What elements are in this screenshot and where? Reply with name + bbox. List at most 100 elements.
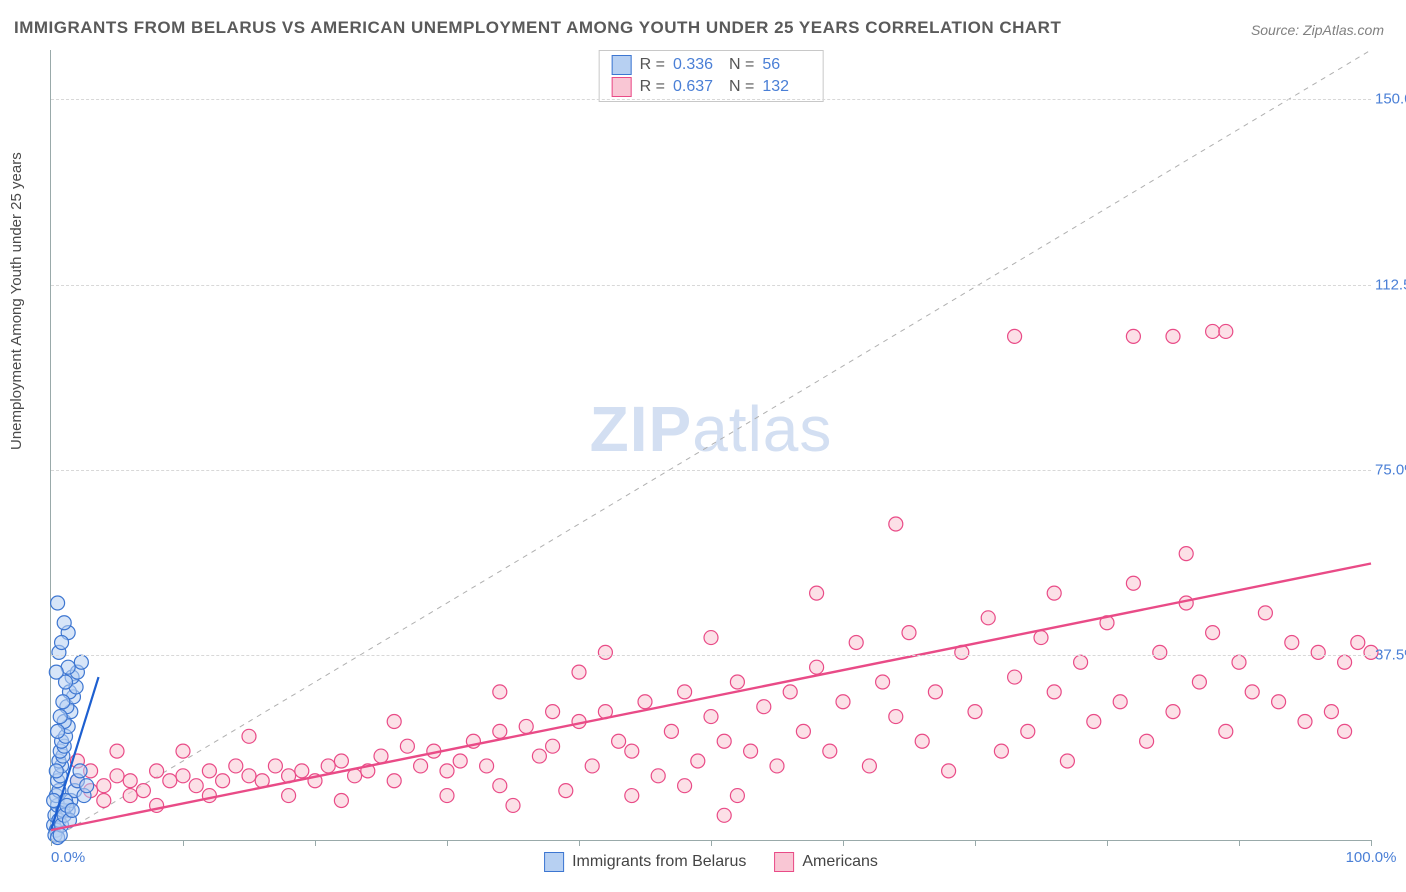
data-point-belarus — [80, 779, 94, 793]
data-point-americans — [704, 631, 718, 645]
x-tick-label: 100.0% — [1346, 849, 1397, 866]
data-point-americans — [110, 744, 124, 758]
data-point-americans — [836, 695, 850, 709]
data-point-americans — [532, 749, 546, 763]
r-value-belarus: 0.336 — [673, 56, 721, 74]
data-point-americans — [638, 695, 652, 709]
data-point-americans — [1245, 685, 1259, 699]
data-point-americans — [1192, 675, 1206, 689]
swatch-belarus — [544, 852, 564, 872]
x-tick-mark — [183, 840, 184, 846]
data-point-americans — [493, 685, 507, 699]
data-point-americans — [1166, 705, 1180, 719]
data-point-americans — [1074, 655, 1088, 669]
gridline-h — [51, 99, 1371, 100]
data-point-americans — [136, 784, 150, 798]
data-point-americans — [862, 759, 876, 773]
data-point-americans — [229, 759, 243, 773]
data-point-americans — [546, 705, 560, 719]
r-label: R = — [640, 56, 665, 74]
data-point-americans — [334, 794, 348, 808]
data-point-americans — [321, 759, 335, 773]
data-point-americans — [744, 744, 758, 758]
data-point-americans — [1338, 655, 1352, 669]
data-point-americans — [823, 744, 837, 758]
data-point-americans — [1232, 655, 1246, 669]
x-tick-mark — [315, 840, 316, 846]
r-value-americans: 0.637 — [673, 78, 721, 96]
data-point-americans — [1060, 754, 1074, 768]
y-axis-label: Unemployment Among Youth under 25 years — [8, 152, 25, 450]
data-point-americans — [387, 774, 401, 788]
data-point-belarus — [56, 695, 70, 709]
data-point-americans — [1021, 724, 1035, 738]
legend-label-americans: Americans — [802, 853, 878, 871]
data-point-americans — [1087, 715, 1101, 729]
data-point-americans — [757, 700, 771, 714]
data-point-americans — [783, 685, 797, 699]
data-point-americans — [902, 626, 916, 640]
data-point-americans — [242, 769, 256, 783]
x-tick-mark — [1107, 840, 1108, 846]
chart-svg — [51, 50, 1371, 840]
n-label: N = — [729, 78, 754, 96]
data-point-americans — [414, 759, 428, 773]
x-tick-label: 0.0% — [51, 849, 85, 866]
data-point-americans — [1206, 324, 1220, 338]
data-point-belarus — [57, 616, 71, 630]
data-point-americans — [202, 789, 216, 803]
legend-stats-row-belarus: R = 0.336 N = 56 — [612, 55, 811, 75]
data-point-americans — [876, 675, 890, 689]
data-point-americans — [176, 769, 190, 783]
data-point-americans — [704, 710, 718, 724]
swatch-belarus — [612, 55, 632, 75]
data-point-americans — [1324, 705, 1338, 719]
data-point-belarus — [73, 764, 87, 778]
x-tick-mark — [51, 840, 52, 846]
data-point-americans — [216, 774, 230, 788]
data-point-americans — [717, 808, 731, 822]
data-point-americans — [981, 611, 995, 625]
data-point-americans — [928, 685, 942, 699]
data-point-americans — [678, 685, 692, 699]
r-label: R = — [640, 78, 665, 96]
data-point-americans — [889, 710, 903, 724]
data-point-americans — [1166, 329, 1180, 343]
data-point-americans — [493, 724, 507, 738]
data-point-americans — [1153, 645, 1167, 659]
data-point-americans — [1126, 329, 1140, 343]
data-point-belarus — [53, 710, 67, 724]
data-point-americans — [440, 789, 454, 803]
gridline-h — [51, 285, 1371, 286]
data-point-americans — [625, 789, 639, 803]
data-point-americans — [150, 764, 164, 778]
x-tick-mark — [975, 840, 976, 846]
data-point-belarus — [65, 803, 79, 817]
data-point-americans — [1285, 636, 1299, 650]
n-label: N = — [729, 56, 754, 74]
swatch-americans — [612, 77, 632, 97]
data-point-americans — [1126, 576, 1140, 590]
data-point-americans — [387, 715, 401, 729]
data-point-americans — [810, 660, 824, 674]
data-point-americans — [664, 724, 678, 738]
data-point-americans — [1008, 329, 1022, 343]
data-point-americans — [889, 517, 903, 531]
y-tick-label: 112.5% — [1375, 276, 1406, 293]
x-tick-mark — [579, 840, 580, 846]
data-point-americans — [810, 586, 824, 600]
data-point-belarus — [51, 596, 65, 610]
data-point-americans — [651, 769, 665, 783]
n-value-americans: 132 — [762, 78, 810, 96]
data-point-americans — [374, 749, 388, 763]
y-tick-label: 150.0% — [1375, 91, 1406, 108]
legend-item-americans: Americans — [774, 852, 878, 872]
data-point-americans — [123, 789, 137, 803]
data-point-americans — [942, 764, 956, 778]
n-value-belarus: 56 — [762, 56, 810, 74]
gridline-h — [51, 470, 1371, 471]
data-point-americans — [189, 779, 203, 793]
data-point-americans — [1311, 645, 1325, 659]
data-point-americans — [97, 794, 111, 808]
data-point-belarus — [55, 636, 69, 650]
